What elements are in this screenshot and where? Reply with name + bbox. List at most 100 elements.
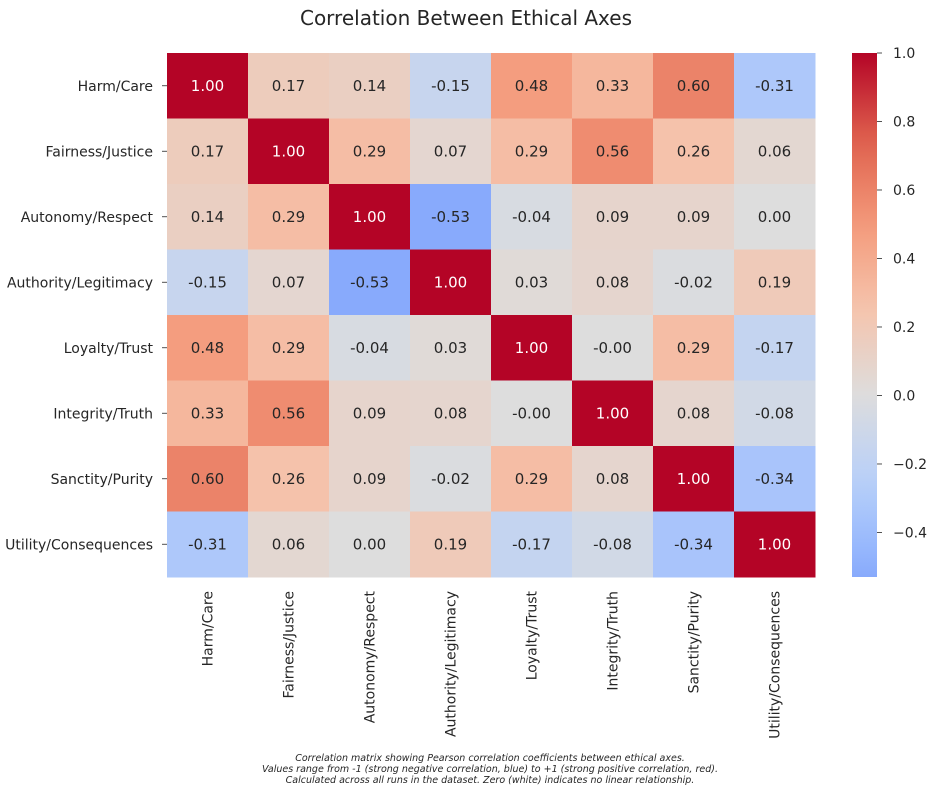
heatmap-cell <box>572 511 654 578</box>
cell-value-label: 0.19 <box>758 273 791 291</box>
cell-value-label: 0.08 <box>596 273 629 291</box>
heatmap-cell <box>653 511 735 578</box>
heatmap-cell <box>248 511 330 578</box>
heatmap-cell <box>329 315 411 381</box>
heatmap-cell <box>653 53 735 119</box>
cell-value-label: -0.04 <box>512 208 551 226</box>
heatmap-cell <box>572 53 654 119</box>
cell-value-label: 0.00 <box>353 535 386 553</box>
caption-line: Values range from -1 (strong negative co… <box>262 764 718 775</box>
heatmap-cell <box>734 249 816 316</box>
colorbar-tick-label: 0.0 <box>893 388 915 404</box>
cell-value-label: 0.56 <box>272 404 305 422</box>
heatmap-cell <box>734 184 816 250</box>
cell-value-label: 0.08 <box>434 404 467 422</box>
cell-value-label: -0.34 <box>755 470 794 488</box>
cell-value-label: 0.09 <box>677 208 710 226</box>
cell-value-label: 0.09 <box>353 404 386 422</box>
cell-value-label: -0.53 <box>431 208 470 226</box>
chart-caption: Correlation matrix showing Pearson corre… <box>0 753 932 786</box>
heatmap-cell <box>410 184 492 250</box>
heatmap-cell <box>329 53 411 119</box>
caption-line: Correlation matrix showing Pearson corre… <box>295 753 685 764</box>
heatmap-cell <box>491 184 573 250</box>
cell-value-label: 0.09 <box>353 470 386 488</box>
row-tick-label: Loyalty/Trust <box>64 341 154 357</box>
heatmap-cell <box>329 511 411 578</box>
cell-value-label: -0.00 <box>593 339 632 357</box>
heatmap-cell <box>329 184 411 250</box>
cell-value-label: 0.06 <box>272 535 305 553</box>
cell-value-label: -0.15 <box>431 77 470 95</box>
cell-value-label: 0.03 <box>515 273 548 291</box>
colorbar-tick-label: 0.2 <box>893 320 915 336</box>
cell-value-label: -0.53 <box>350 273 389 291</box>
cell-value-label: 0.03 <box>434 339 467 357</box>
colorbar-tick-label: 1.0 <box>893 46 915 62</box>
heatmap-cell <box>491 315 573 381</box>
colorbar-tick-label: −0.4 <box>893 525 927 541</box>
column-tick-label: Sanctity/Purity <box>687 591 703 693</box>
row-tick-label: Integrity/Truth <box>53 406 153 422</box>
heatmap-cell <box>167 53 249 119</box>
heatmap-cell <box>491 53 573 119</box>
cell-value-label: -0.17 <box>512 535 551 553</box>
column-tick-label: Utility/Consequences <box>768 591 784 739</box>
heatmap-cell <box>167 249 249 316</box>
column-tick-label: Loyalty/Trust <box>525 591 541 681</box>
colorbar-tick-label: 0.6 <box>893 183 915 199</box>
cell-value-label: 0.08 <box>596 470 629 488</box>
heatmap-cell <box>410 315 492 381</box>
cell-value-label: 1.00 <box>677 470 710 488</box>
cell-value-label: 0.17 <box>272 77 305 95</box>
cell-value-label: 0.60 <box>677 77 710 95</box>
cell-value-label: 0.48 <box>191 339 224 357</box>
cell-value-label: -0.17 <box>755 339 794 357</box>
cell-value-label: 0.48 <box>515 77 548 95</box>
cell-value-label: 0.29 <box>515 470 548 488</box>
cell-value-label: 0.26 <box>677 142 710 160</box>
row-labels: Harm/Care Fairness/Justice Autonomy/Respec… <box>5 79 167 553</box>
cell-value-label: 0.00 <box>758 208 791 226</box>
row-tick-label: Fairness/Justice <box>45 144 153 160</box>
cell-value-label: -0.00 <box>512 404 551 422</box>
heatmap-cell <box>572 380 654 447</box>
heatmap-cell <box>491 446 573 512</box>
colorbar-gradient <box>852 53 877 577</box>
cell-value-label: 0.29 <box>353 142 386 160</box>
cell-value-label: -0.08 <box>755 404 794 422</box>
row-tick-label: Sanctity/Purity <box>51 472 153 488</box>
cell-value-label: 0.17 <box>191 142 224 160</box>
heatmap-cell <box>491 249 573 316</box>
cell-value-label: 0.19 <box>434 535 467 553</box>
heatmap-cell <box>167 380 249 447</box>
heatmap-cell <box>572 118 654 185</box>
heatmap-cell <box>167 446 249 512</box>
heatmap-cell <box>329 380 411 447</box>
heatmap-cell <box>653 184 735 250</box>
chart-title: Correlation Between Ethical Axes <box>299 6 632 30</box>
heatmap-cell <box>410 118 492 185</box>
cell-value-label: 0.06 <box>758 142 791 160</box>
cell-value-label: -0.31 <box>755 77 794 95</box>
heatmap-cell <box>572 249 654 316</box>
heatmap-cell <box>734 380 816 447</box>
row-tick-label: Autonomy/Respect <box>21 210 154 226</box>
cell-value-label: -0.31 <box>188 535 227 553</box>
heatmap-cell <box>248 249 330 316</box>
heatmap-cell <box>329 446 411 512</box>
cell-value-label: 0.07 <box>272 273 305 291</box>
cell-value-label: -0.02 <box>431 470 470 488</box>
heatmap-cell <box>734 315 816 381</box>
cell-value-label: 1.00 <box>272 142 305 160</box>
cell-value-label: 0.09 <box>596 208 629 226</box>
heatmap-cell <box>410 380 492 447</box>
heatmap-cell <box>653 446 735 512</box>
heatmap-cell <box>410 511 492 578</box>
cell-value-label: 1.00 <box>353 208 386 226</box>
heatmap-cell <box>167 315 249 381</box>
heatmap-cell <box>248 184 330 250</box>
row-tick-label: Harm/Care <box>78 79 153 95</box>
column-tick-label: Integrity/Truth <box>606 591 622 691</box>
